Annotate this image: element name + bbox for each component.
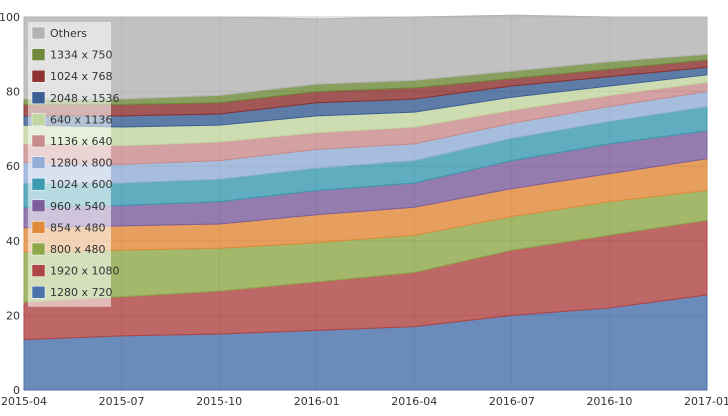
legend-swatch (31, 48, 46, 61)
legend-swatch (31, 285, 46, 299)
legend-label: 2048 x 1536 (50, 92, 120, 105)
legend-swatch (31, 199, 46, 213)
series-area-others (23, 14, 708, 100)
y-tick-label: 100 (0, 11, 20, 24)
x-tick-label: 2015-10 (196, 395, 242, 408)
y-tick-label: 80 (6, 86, 20, 99)
y-tick-label: 60 (6, 160, 20, 173)
legend-swatch (31, 177, 46, 191)
legend-swatch (31, 26, 46, 40)
x-tick-label: 2016-07 (489, 395, 535, 408)
x-tick-label: 2017-01 (684, 395, 728, 408)
y-tick-label: 40 (6, 235, 20, 248)
series-areas (23, 14, 708, 391)
legend-label: 1136 x 640 (50, 135, 113, 148)
legend-swatch (31, 264, 46, 277)
legend-label: 1280 x 800 (50, 157, 113, 170)
legend-label: 854 x 480 (50, 221, 106, 234)
legend-swatch (31, 113, 46, 126)
legend-swatch (31, 156, 46, 169)
x-tick-label: 2016-10 (586, 395, 632, 408)
legend-label: Others (50, 27, 87, 40)
x-tick-label: 2015-04 (1, 395, 47, 408)
legend-label: 1024 x 768 (50, 70, 113, 83)
legend-label: 1024 x 600 (50, 178, 113, 191)
x-tick-label: 2015-07 (99, 395, 145, 408)
legend-label: 960 x 540 (50, 200, 106, 213)
legend-swatch (31, 91, 46, 105)
legend-swatch (31, 242, 46, 256)
x-tick-label: 2016-01 (294, 395, 340, 408)
x-tick-label: 2016-04 (391, 395, 437, 408)
legend-swatch (31, 221, 46, 234)
y-tick-label: 0 (13, 384, 20, 397)
legend-swatch (31, 69, 46, 83)
legend-swatch (31, 134, 46, 148)
y-tick-label: 20 (6, 309, 20, 322)
legend-label: 1334 x 750 (50, 49, 113, 62)
legend-label: 1920 x 1080 (50, 265, 120, 278)
legend: Others 1334 x 750 1024 x 768 2048 x 1536 640… (28, 22, 120, 307)
axes: 0 20 40 60 80 100 2015-04 2015-07 2015-10 2016-01… (0, 11, 728, 408)
legend-label: 800 x 480 (50, 243, 106, 256)
legend-label: 1280 x 720 (50, 286, 113, 299)
legend-label: 640 x 1136 (50, 113, 113, 126)
